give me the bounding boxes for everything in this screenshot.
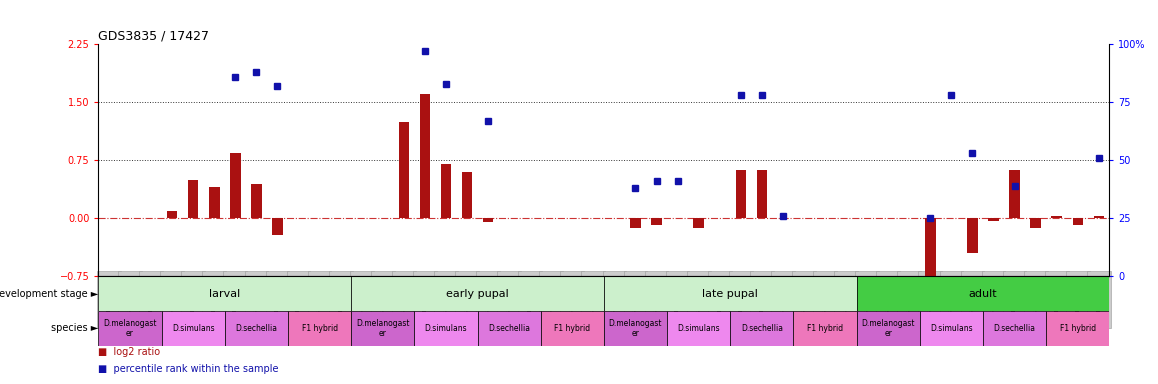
Bar <box>188 180 198 218</box>
Text: D.sechellia: D.sechellia <box>994 324 1035 333</box>
Bar <box>441 164 452 218</box>
Bar <box>651 218 662 225</box>
Bar <box>98 276 351 311</box>
Text: ■  log2 ratio: ■ log2 ratio <box>98 347 161 357</box>
Bar <box>272 218 283 235</box>
Bar <box>735 170 746 218</box>
Bar <box>1051 216 1062 218</box>
Text: D.sechellia: D.sechellia <box>489 324 530 333</box>
Text: F1 hybrid: F1 hybrid <box>807 324 843 333</box>
Text: D.melanogast
er: D.melanogast er <box>862 319 915 338</box>
Bar <box>225 311 288 346</box>
Bar <box>1072 218 1083 225</box>
Text: F1 hybrid: F1 hybrid <box>555 324 591 333</box>
Bar <box>351 276 604 311</box>
Text: adult: adult <box>969 289 997 299</box>
Bar <box>1046 311 1109 346</box>
Bar <box>1093 216 1104 218</box>
Bar <box>731 311 793 346</box>
Bar <box>415 311 477 346</box>
Text: D.sechellia: D.sechellia <box>741 324 783 333</box>
Bar <box>988 218 999 221</box>
Text: species ►: species ► <box>51 323 98 333</box>
Bar <box>398 122 409 218</box>
Text: development stage ►: development stage ► <box>0 289 98 299</box>
Bar <box>351 311 415 346</box>
Bar <box>667 311 731 346</box>
Bar <box>167 211 177 218</box>
Bar <box>208 187 220 218</box>
Bar <box>541 311 604 346</box>
Text: D.simulans: D.simulans <box>171 324 214 333</box>
Bar <box>98 311 162 346</box>
Bar <box>251 184 262 218</box>
Text: ■  percentile rank within the sample: ■ percentile rank within the sample <box>98 364 279 374</box>
Bar <box>925 218 936 286</box>
Text: D.melanogast
er: D.melanogast er <box>609 319 662 338</box>
Bar <box>983 311 1046 346</box>
Bar <box>694 218 704 228</box>
Bar <box>230 152 241 218</box>
Bar <box>919 311 983 346</box>
Text: D.melanogast
er: D.melanogast er <box>103 319 156 338</box>
Bar <box>1010 170 1020 218</box>
Text: D.simulans: D.simulans <box>930 324 973 333</box>
Bar <box>793 311 857 346</box>
Text: larval: larval <box>210 289 241 299</box>
Bar <box>857 276 1109 311</box>
Text: late pupal: late pupal <box>702 289 758 299</box>
Bar <box>477 311 541 346</box>
Bar <box>857 311 919 346</box>
Bar <box>967 218 977 253</box>
Text: D.simulans: D.simulans <box>677 324 720 333</box>
Text: F1 hybrid: F1 hybrid <box>301 324 338 333</box>
Bar <box>756 170 767 218</box>
Bar <box>483 218 493 222</box>
Text: F1 hybrid: F1 hybrid <box>1060 324 1095 333</box>
Bar <box>162 311 225 346</box>
Text: D.sechellia: D.sechellia <box>235 324 278 333</box>
Bar <box>604 311 667 346</box>
Text: GDS3835 / 17427: GDS3835 / 17427 <box>98 30 210 43</box>
Text: D.melanogast
er: D.melanogast er <box>356 319 410 338</box>
Bar <box>630 218 640 228</box>
Text: early pupal: early pupal <box>446 289 508 299</box>
Bar <box>604 276 857 311</box>
Bar <box>419 94 430 218</box>
Bar <box>462 172 472 218</box>
Bar <box>1031 218 1041 228</box>
Bar <box>288 311 351 346</box>
Text: D.simulans: D.simulans <box>425 324 467 333</box>
